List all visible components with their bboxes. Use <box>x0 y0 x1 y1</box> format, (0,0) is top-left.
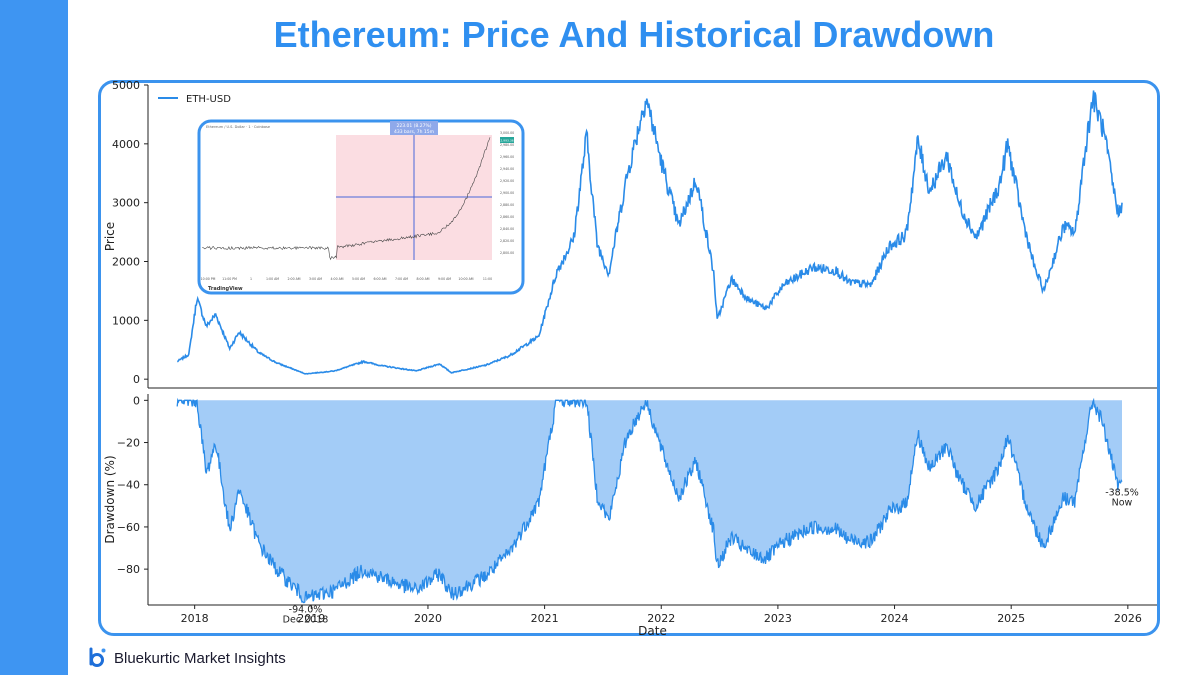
inset-price-label: 2,820.00 <box>500 239 514 243</box>
inset-price-line <box>202 137 491 261</box>
inset-price-label: 2,980.00 <box>500 143 514 147</box>
inset-time-label: 10:00 PM <box>201 277 216 281</box>
inset-time-label: 1 <box>250 277 252 281</box>
inset-price-label: 2,900.00 <box>500 191 514 195</box>
inset-title: Ethereum / U.S. Dollar · 1 · Coinbase <box>206 125 270 129</box>
inset-last-price: 2,993.36 <box>500 139 513 143</box>
chart-frame <box>98 80 1160 636</box>
x-tick-label: 2019 <box>297 612 325 625</box>
inset-price-label: 2,940.00 <box>500 167 514 171</box>
left-accent-bar <box>0 0 68 675</box>
drawdown-y-tick-label: −80 <box>117 563 140 576</box>
inset-time-label: 5:00 AM <box>352 277 365 281</box>
annotation-date: Now <box>1112 498 1133 509</box>
inset-price-labels: 3,000.00 2,980.00 2,960.00 2,940.00 2,920.00… <box>500 131 514 255</box>
inset-price-label: 2,860.00 <box>500 215 514 219</box>
brand-logo-icon <box>89 647 106 667</box>
inset-time-label: 2:00 AM <box>287 277 300 281</box>
inset-time-label: 10:00 AM <box>458 277 473 281</box>
inset-time-label: 11:00 PM <box>222 277 237 281</box>
price-y-axis-label: Price <box>103 222 117 251</box>
drawdown-annotations: -94.0%Dec 2018 -38.5%Now <box>283 488 1139 626</box>
inset-header-box <box>390 121 438 135</box>
inset-time-label: 6:00 AM <box>373 277 386 281</box>
x-tick-label: 2018 <box>181 612 209 625</box>
x-tick-label: 2022 <box>647 612 675 625</box>
brand: Bluekurtic Market Insights <box>86 645 286 671</box>
inset-watermark: TradingView <box>208 286 243 292</box>
inset-price-label: 2,960.00 <box>500 155 514 159</box>
annotation-date: Dec 2018 <box>283 615 329 626</box>
inset-time-label: 1:00 AM <box>266 277 279 281</box>
inset-time-label: 4:00 AM <box>330 277 343 281</box>
inset-price-label: 2,840.00 <box>500 227 514 231</box>
inset-header-line-1: 223.01 (8.27%) <box>397 123 432 129</box>
drawdown-y-tick-label: −20 <box>117 437 140 450</box>
drawdown-y-tick-label: −40 <box>117 479 140 492</box>
price-y-tick-label: 4000 <box>112 138 140 151</box>
price-axes: 0 1000 2000 3000 4000 5000 Price <box>103 79 1157 389</box>
drawdown-area <box>177 400 1122 603</box>
x-axis-label: Date <box>638 624 667 638</box>
drawdown-y-tick-label: 0 <box>133 394 140 407</box>
inset-price-label: 2,880.00 <box>500 203 514 207</box>
inset-time-label: 9:00 AM <box>438 277 451 281</box>
x-tick-label: 2021 <box>531 612 559 625</box>
inset-time-label: 8:00 AM <box>416 277 429 281</box>
inset-price-label: 2,800.00 <box>500 251 514 255</box>
price-line <box>177 90 1123 375</box>
drawdown-y-tick-label: −60 <box>117 521 140 534</box>
price-y-tick-label: 3000 <box>112 197 140 210</box>
inset-price-label: 3,000.00 <box>500 131 514 135</box>
page-title: Ethereum: Price And Historical Drawdown <box>273 14 995 55</box>
price-y-tick-label: 0 <box>133 373 140 386</box>
inset-chart: Ethereum / U.S. Dollar · 1 · Coinbase 22… <box>197 119 525 295</box>
annotation-value: -94.0% <box>289 605 323 616</box>
drawdown-line <box>176 397 1123 604</box>
x-tick-label: 2024 <box>881 612 909 625</box>
inset-time-label: 3:00 AM <box>309 277 322 281</box>
price-y-tick-label: 2000 <box>112 256 140 269</box>
annotation-value: -38.5% <box>1105 488 1139 499</box>
inset-price-label: 2,920.00 <box>500 179 514 183</box>
legend: ETH-USD <box>158 94 231 105</box>
price-y-tick-label: 5000 <box>112 79 140 92</box>
drawdown-y-axis-label: Drawdown (%) <box>103 455 117 543</box>
inset-time-label: 11:00 <box>483 277 492 281</box>
x-tick-label: 2023 <box>764 612 792 625</box>
price-y-tick-label: 1000 <box>112 314 140 327</box>
drawdown-axes: 0 −20 −40 −60 −80 2018 2019 2020 2021 2022 2023 202… <box>103 394 1157 638</box>
legend-label: ETH-USD <box>186 94 231 105</box>
inset-time-labels: 10:00 PM 11:00 PM 1 1:00 AM 2:00 AM 3:00 AM 4:… <box>201 277 493 281</box>
x-tick-label: 2025 <box>997 612 1025 625</box>
x-tick-label: 2020 <box>414 612 442 625</box>
inset-last-price-box <box>500 137 514 143</box>
inset-header-line-2: 433 bars, 7h 15m <box>394 129 434 135</box>
inset-time-label: 7:00 AM <box>395 277 408 281</box>
x-tick-label: 2026 <box>1114 612 1142 625</box>
brand-name: Bluekurtic Market Insights <box>114 649 286 667</box>
